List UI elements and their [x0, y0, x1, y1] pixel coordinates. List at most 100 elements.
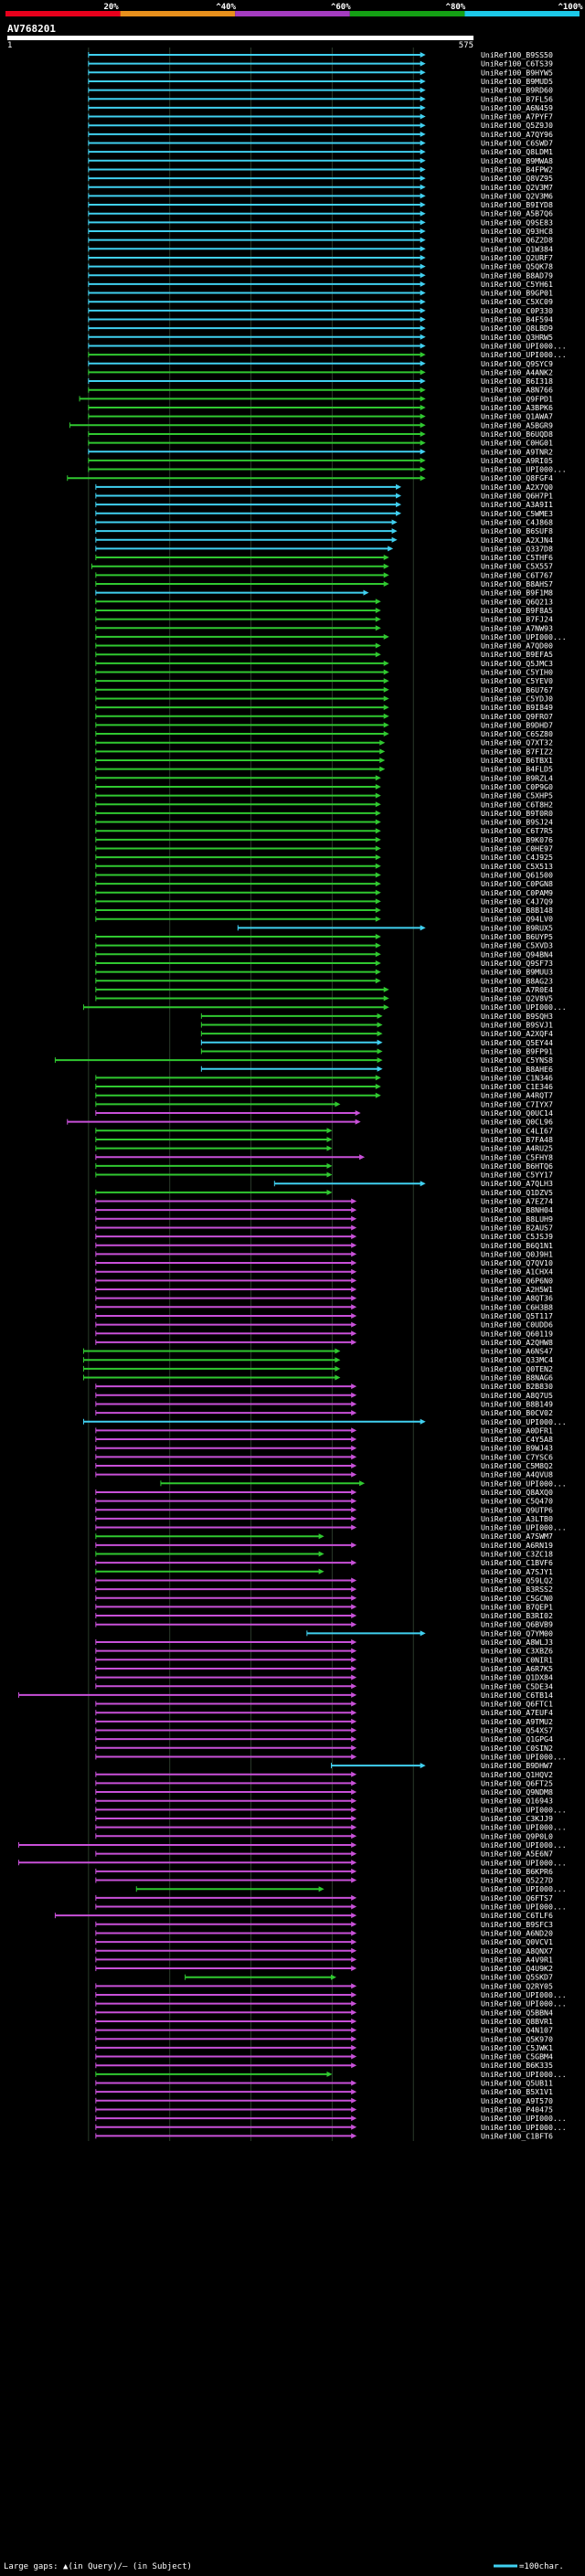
- hit-label[interactable]: UniRef100_UPI000...: [481, 1805, 567, 1814]
- hit-row[interactable]: UniRef100_UPI000...: [95, 632, 567, 641]
- hit-row[interactable]: UniRef100_Q0TEN2: [83, 1364, 553, 1373]
- hit-label[interactable]: UniRef100_A7EUF4: [481, 1708, 553, 1717]
- hit-row[interactable]: UniRef100_Q9UTP6: [95, 1505, 553, 1514]
- hit-row[interactable]: UniRef100_Q8BVR1: [95, 2017, 553, 2026]
- hit-label[interactable]: UniRef100_C4LI67: [481, 1126, 553, 1135]
- hit-label[interactable]: UniRef100_A7QLH3: [481, 1179, 553, 1188]
- hit-label[interactable]: UniRef100_C0SIN2: [481, 1744, 553, 1753]
- hit-label[interactable]: UniRef100_UPI000...: [481, 1840, 567, 1850]
- hit-label[interactable]: UniRef100_A3A9I1: [481, 500, 553, 509]
- hit-label[interactable]: UniRef100_C5YEV0: [481, 676, 553, 685]
- hit-label[interactable]: UniRef100_Q6Q213: [481, 597, 553, 606]
- hit-row[interactable]: UniRef100_UPI000...: [95, 1990, 567, 1999]
- hit-label[interactable]: UniRef100_Q94BN4: [481, 949, 553, 959]
- hit-label[interactable]: UniRef100_B8AD79: [481, 270, 553, 280]
- hit-label[interactable]: UniRef100_A7SJY1: [481, 1567, 553, 1576]
- hit-row[interactable]: UniRef100_C6T7R5: [95, 826, 553, 835]
- hit-label[interactable]: UniRef100_B9F8A5: [481, 606, 553, 615]
- hit-row[interactable]: UniRef100_Q5T117: [95, 1311, 553, 1320]
- hit-label[interactable]: UniRef100_Q8FGF4: [481, 473, 553, 482]
- hit-row[interactable]: UniRef100_C6TB14: [17, 1691, 553, 1700]
- hit-label[interactable]: UniRef100_Q9NDM8: [481, 1787, 553, 1797]
- hit-label[interactable]: UniRef100_Q9FPD1: [481, 394, 553, 403]
- hit-label[interactable]: UniRef100_B9T0R0: [481, 809, 553, 818]
- hit-row[interactable]: UniRef100_Q6H7P1: [95, 492, 553, 501]
- hit-row[interactable]: UniRef100_C4LI67: [95, 1126, 553, 1135]
- hit-label[interactable]: UniRef100_C4Y5A8: [481, 1435, 553, 1444]
- hit-row[interactable]: UniRef100_Q1W384: [88, 244, 553, 253]
- hit-label[interactable]: UniRef100_A7SWM7: [481, 1532, 553, 1541]
- hit-row[interactable]: UniRef100_B9SS50: [88, 50, 553, 59]
- hit-row[interactable]: UniRef100_C5YNS8: [54, 1055, 553, 1065]
- hit-row[interactable]: UniRef100_B6KPR6: [95, 1867, 553, 1876]
- hit-label[interactable]: UniRef100_Q6Z2D8: [481, 236, 553, 245]
- hit-row[interactable]: UniRef100_B6HTQ6: [95, 1161, 553, 1171]
- hit-row[interactable]: UniRef100_Q8LDM1: [88, 147, 553, 156]
- hit-row[interactable]: UniRef100_A7EZ74: [95, 1197, 553, 1206]
- hit-label[interactable]: UniRef100_Q2RY05: [481, 1981, 553, 1990]
- hit-row[interactable]: UniRef100_Q4U9K2: [95, 1964, 553, 1973]
- hit-label[interactable]: UniRef100_Q5EY44: [481, 1038, 553, 1047]
- hit-row[interactable]: UniRef100_Q94LV0: [95, 915, 553, 924]
- hit-row[interactable]: UniRef100_A7QLH3: [273, 1179, 553, 1188]
- hit-label[interactable]: UniRef100_C6SZ80: [481, 729, 553, 738]
- hit-label[interactable]: UniRef100_Q93HC8: [481, 227, 553, 236]
- hit-row[interactable]: UniRef100_C5GBM4: [95, 2052, 553, 2062]
- hit-row[interactable]: UniRef100_Q1GPG4: [95, 1734, 553, 1744]
- hit-row[interactable]: UniRef100_B6UYP5: [95, 932, 553, 941]
- hit-row[interactable]: UniRef100_C5YEV0: [95, 676, 553, 685]
- hit-label[interactable]: UniRef100_C5X513: [481, 862, 553, 871]
- hit-row[interactable]: UniRef100_UPI000...: [160, 1479, 567, 1488]
- hit-label[interactable]: UniRef100_P40475: [481, 2104, 553, 2114]
- hit-label[interactable]: UniRef100_UPI000...: [481, 1858, 567, 1867]
- hit-label[interactable]: UniRef100_B8NH04: [481, 1205, 553, 1214]
- hit-label[interactable]: UniRef100_A5B7Q6: [481, 209, 553, 218]
- hit-label[interactable]: UniRef100_Q6FTS7: [481, 1893, 553, 1903]
- hit-label[interactable]: UniRef100_B7FA48: [481, 1135, 553, 1144]
- hit-row[interactable]: UniRef100_C5FHY8: [95, 1152, 553, 1161]
- hit-row[interactable]: UniRef100_B2B830: [95, 1382, 553, 1391]
- hit-row[interactable]: UniRef100_Q6Z2D8: [88, 236, 553, 245]
- hit-label[interactable]: UniRef100_C0HE97: [481, 844, 553, 853]
- hit-label[interactable]: UniRef100_Q5227D: [481, 1876, 553, 1885]
- hit-row[interactable]: UniRef100_B4FPW2: [88, 164, 553, 174]
- hit-label[interactable]: UniRef100_A7QY96: [481, 130, 553, 139]
- hit-row[interactable]: UniRef100_C5JSJ9: [95, 1232, 553, 1241]
- hit-row[interactable]: UniRef100_A4V9R1: [95, 1955, 553, 1964]
- hit-row[interactable]: UniRef100_Q5EY44: [200, 1038, 553, 1047]
- hit-label[interactable]: UniRef100_Q0TEN2: [481, 1364, 553, 1373]
- hit-label[interactable]: UniRef100_C5Q470: [481, 1497, 553, 1506]
- hit-row[interactable]: UniRef100_A7SJY1: [95, 1567, 553, 1576]
- hit-label[interactable]: UniRef100_C3KJJ9: [481, 1814, 553, 1823]
- hit-row[interactable]: UniRef100_B9IYD8: [88, 200, 553, 209]
- hit-row[interactable]: UniRef100_Q1AWA7: [88, 412, 553, 421]
- hit-label[interactable]: UniRef100_B9RD60: [481, 86, 553, 95]
- hit-label[interactable]: UniRef100_A8N766: [481, 386, 553, 395]
- hit-label[interactable]: UniRef100_C5XHP5: [481, 791, 553, 800]
- hit-row[interactable]: UniRef100_UPI000...: [95, 1805, 567, 1814]
- hit-label[interactable]: UniRef100_Q2V8V5: [481, 994, 553, 1003]
- hit-row[interactable]: UniRef100_B9FP91: [200, 1046, 553, 1055]
- hit-label[interactable]: UniRef100_B7FL56: [481, 94, 553, 103]
- hit-label[interactable]: UniRef100_C1BFT6: [481, 2131, 553, 2140]
- hit-row[interactable]: UniRef100_A5E6N7: [95, 1850, 553, 1859]
- hit-row[interactable]: UniRef100_B4F594: [88, 315, 553, 324]
- hit-label[interactable]: UniRef100_Q6P6N0: [481, 1276, 553, 1285]
- hit-row[interactable]: UniRef100_B9RZL4: [95, 773, 553, 782]
- hit-row[interactable]: UniRef100_UPI000...: [95, 1999, 567, 2009]
- hit-row[interactable]: UniRef100_Q2V8V5: [95, 994, 553, 1003]
- hit-row[interactable]: UniRef100_Q4N107: [95, 2026, 553, 2035]
- hit-label[interactable]: UniRef100_Q5UB11: [481, 2079, 553, 2088]
- hit-label[interactable]: UniRef100_C0P9G0: [481, 782, 553, 791]
- hit-row[interactable]: UniRef100_C5X513: [95, 862, 553, 871]
- hit-label[interactable]: UniRef100_C5WME3: [481, 509, 553, 518]
- hit-label[interactable]: UniRef100_B9SQH3: [481, 1012, 553, 1021]
- hit-row[interactable]: UniRef100_B9DHW7: [331, 1761, 553, 1770]
- hit-label[interactable]: UniRef100_B7FIZ2: [481, 747, 553, 756]
- hit-label[interactable]: UniRef100_A3BPK6: [481, 403, 553, 412]
- hit-row[interactable]: UniRef100_A9RI05: [88, 456, 553, 465]
- hit-row[interactable]: UniRef100_Q9NDM8: [95, 1787, 553, 1797]
- hit-row[interactable]: UniRef100_Q8AXQ0: [95, 1488, 553, 1497]
- hit-label[interactable]: UniRef100_A8Q7U5: [481, 1391, 553, 1400]
- hit-label[interactable]: UniRef100_Q0CL96: [481, 1118, 553, 1127]
